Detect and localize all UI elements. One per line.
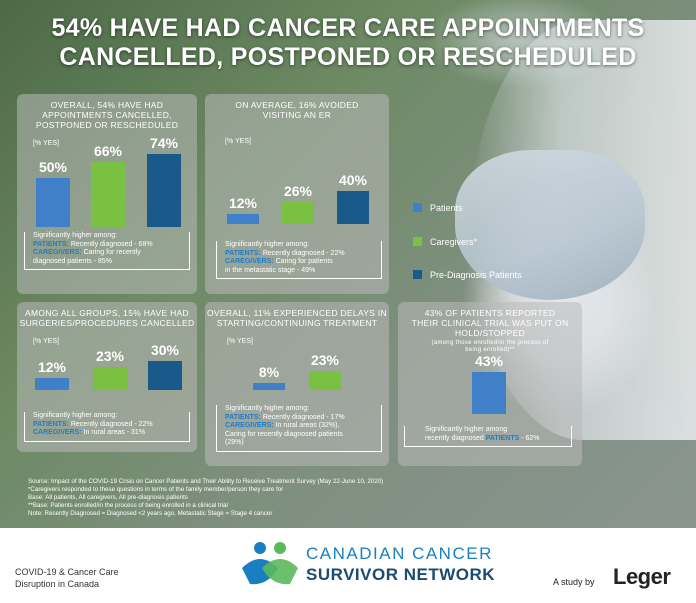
- bar-3-1: [309, 370, 341, 390]
- bar-2-0: [35, 378, 69, 390]
- panel-title: OVERALL, 11% EXPERIENCED DELAYS IN STARTI…: [207, 308, 387, 328]
- panel-note: Significantly higher among: PATIENTS: Re…: [216, 405, 382, 452]
- legend-label-patients: Patients: [430, 203, 463, 213]
- logo-text-top: CANADIAN CANCER: [306, 544, 493, 563]
- panel-title: OVERALL, 54% HAVE HAD APPOINTMENTS CANCEL…: [35, 100, 179, 130]
- yes-label: [% YES]: [225, 138, 251, 145]
- headline: 54% HAVE HAD CANCER CARE APPOINTMENTS CA…: [0, 14, 696, 72]
- bar-value-label-0-2: 74%: [149, 135, 179, 152]
- bar-1-1: [282, 202, 314, 224]
- yes-label: [% YES]: [33, 338, 59, 345]
- panel-subtitle: (among those enrolled/in the process of b…: [431, 340, 549, 353]
- leger-logo: Leger: [613, 564, 671, 589]
- background-face-mask: [455, 150, 645, 300]
- bar-0-1: [91, 162, 125, 227]
- yes-label: [% YES]: [33, 140, 59, 147]
- legend-swatch-caregivers: [413, 237, 422, 246]
- bar-1-0: [227, 214, 259, 224]
- panel-note: Significantly higher among: PATIENTS: Re…: [216, 241, 382, 279]
- ccsn-logo-icon: [242, 542, 298, 585]
- bar-4-0: [472, 371, 506, 414]
- panel-title: AMONG ALL GROUPS, 15% HAVE HAD SURGERIES/…: [19, 308, 195, 328]
- study-by-label: A study by: [553, 577, 595, 587]
- bar-value-label-2-2: 30%: [150, 341, 180, 358]
- panel-note: Significantly higher among: PATIENTS: Re…: [24, 412, 190, 442]
- bar-value-label-0-1: 66%: [93, 143, 123, 160]
- legend-label-caregivers: Caregivers*: [430, 237, 478, 247]
- panel-title: ON AVERAGE, 16% AVOIDED VISITING AN ER: [235, 100, 359, 120]
- legend-swatch-prediagnosis: [413, 270, 422, 279]
- bar-2-2: [148, 360, 182, 390]
- headline-line-1: 54% HAVE HAD CANCER CARE APPOINTMENTS: [51, 14, 645, 42]
- bar-value-label-2-0: 12%: [37, 359, 67, 376]
- bar-3-0: [253, 383, 285, 390]
- bar-value-label-1-0: 12%: [228, 195, 258, 212]
- bar-value-label-3-1: 23%: [310, 351, 340, 368]
- logo-text-bottom: SURVIVOR NETWORK: [306, 565, 496, 584]
- source-notes: Source: Impact of the COVID-19 Crisis on…: [28, 478, 384, 517]
- panel-title: 43% OF PATIENTS REPORTED THEIR CLINICAL T…: [411, 308, 569, 338]
- bar-0-2: [147, 154, 181, 227]
- legend-label-prediagnosis: Pre-Diagnosis Patients: [430, 270, 522, 280]
- bar-value-label-1-2: 40%: [338, 171, 368, 188]
- legend-swatch-patients: [413, 203, 422, 212]
- bar-0-0: [36, 178, 70, 227]
- bar-1-2: [337, 190, 369, 224]
- bar-value-label-1-1: 26%: [283, 183, 313, 200]
- panel-treatment-delays: OVERALL, 11% EXPERIENCED DELAYS IN STARTI…: [205, 302, 389, 466]
- panel-note: Significantly higher among recently diag…: [404, 426, 572, 447]
- bar-value-label-4-0: 43%: [474, 352, 504, 369]
- footer-title: COVID-19 & Cancer Care Disruption in Cana…: [15, 567, 119, 589]
- bar-2-1: [93, 367, 127, 390]
- bar-value-label-3-0: 8%: [258, 364, 280, 381]
- yes-label: [% YES]: [227, 338, 253, 345]
- footer: COVID-19 & Cancer Care Disruption in Cana…: [0, 528, 696, 603]
- bar-value-label-2-1: 23%: [95, 348, 125, 365]
- headline-line-2: CANCELLED, POSTPONED OR RESCHEDULED: [59, 43, 637, 71]
- bar-value-label-0-0: 50%: [38, 159, 68, 175]
- panel-note: Significantly higher among: PATIENTS: Re…: [24, 232, 190, 270]
